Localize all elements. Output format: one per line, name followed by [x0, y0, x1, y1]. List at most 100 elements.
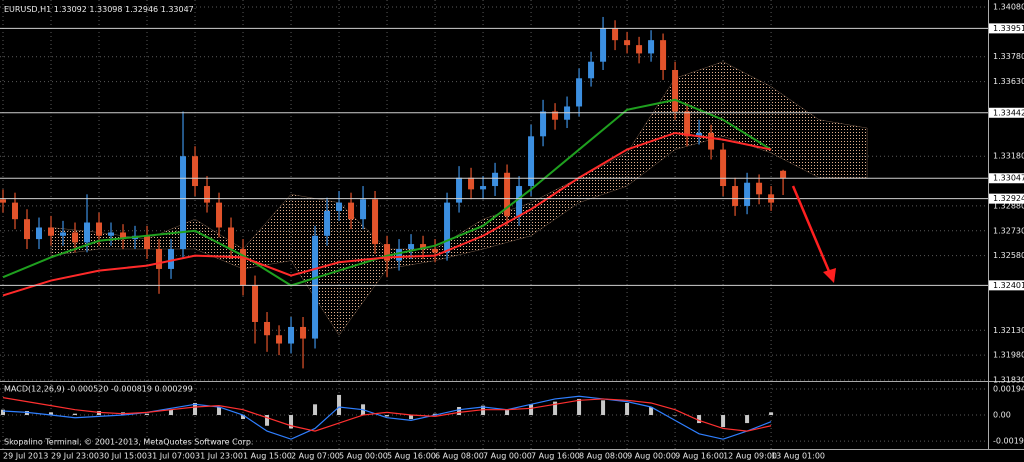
y-tick-label: 1.31830: [993, 376, 1024, 385]
y-tick-label: 1.31980: [993, 351, 1024, 360]
y-tick-label: 1.32130: [993, 326, 1024, 335]
histogram-bar: [265, 415, 270, 426]
histogram-bar: [169, 409, 174, 416]
x-tick-label: 13 Aug 01:00: [771, 452, 825, 461]
candle-body: [300, 326, 307, 339]
candle-body: [144, 235, 151, 250]
candle-body: [540, 111, 547, 137]
x-tick-label: 1 Aug 15:00: [243, 452, 292, 461]
y-tick-label: 0.00194: [993, 385, 1024, 394]
annotation-arrow: [791, 185, 836, 283]
candle-body: [348, 202, 355, 220]
candle-body: [324, 210, 331, 236]
candle-body: [372, 199, 379, 245]
level-label-bg: [989, 23, 1024, 34]
header-low: 1.32946: [125, 5, 158, 14]
candle-body: [288, 326, 295, 344]
candle-body: [708, 132, 715, 150]
y-tick-label: -0.00195: [993, 437, 1024, 446]
candle-body: [492, 172, 499, 187]
candle-body: [612, 28, 619, 41]
x-tick-label: 31 Jul 07:00: [147, 452, 195, 461]
level-label: 1.32401: [993, 281, 1024, 290]
candle-body: [408, 244, 415, 250]
y-tick-label: 1.34080: [993, 3, 1024, 12]
x-tick-label: 6 Aug 08:00: [435, 452, 484, 461]
candle-body: [96, 222, 103, 236]
macd-title: MACD(12,26,9) -0.000520 -0.000819 0.0002…: [4, 385, 193, 394]
histogram-bar: [625, 402, 630, 416]
histogram-bar: [649, 406, 654, 416]
x-tick-label: 31 Jul 23:00: [195, 452, 243, 461]
candle-body: [312, 235, 319, 339]
level-label-bg: [989, 107, 1024, 118]
candle-body: [204, 186, 211, 203]
histogram-bar: [25, 411, 30, 416]
candle-body: [12, 202, 19, 220]
symbol: EURUSD,H1: [4, 5, 51, 14]
candle-body: [588, 61, 595, 79]
candle-body: [696, 132, 703, 137]
candle-body: [444, 202, 451, 253]
x-tick-label: 9 Aug 00:00: [627, 452, 676, 461]
candle-body: [396, 249, 403, 261]
candle-body: [600, 28, 607, 62]
level-label-bg: [989, 173, 1024, 184]
candle-body: [192, 156, 199, 187]
histogram-bar: [97, 411, 102, 416]
candle-body: [480, 186, 487, 190]
histogram-bar: [409, 415, 414, 420]
x-tick-label: 12 Aug 09:00: [723, 452, 777, 461]
histogram-bar: [721, 415, 726, 428]
header-high: 1.33098: [89, 5, 122, 14]
candle-body: [252, 285, 259, 322]
x-tick-label: 7 Aug 16:00: [531, 452, 580, 461]
candle-body: [660, 40, 667, 70]
candle-body: [552, 111, 559, 120]
candle-body: [720, 149, 727, 187]
level-label-bg: [989, 193, 1024, 204]
candle-body: [228, 227, 235, 250]
candle-body: [216, 202, 223, 228]
histogram-bar: [217, 406, 222, 416]
y-tick-label: 1.32730: [993, 226, 1024, 235]
histogram-bar: [337, 394, 342, 416]
histogram-bar: [145, 413, 150, 416]
histogram-bar: [457, 406, 462, 416]
moving-average: [2, 131, 772, 297]
candle-body: [732, 186, 739, 206]
candle-body: [72, 232, 79, 243]
candle-body: [468, 177, 475, 190]
y-tick-label: 1.32880: [993, 201, 1024, 210]
y-tick-label: 1.33780: [993, 52, 1024, 61]
histogram-bar: [1, 409, 6, 416]
level-label: 1.33442: [993, 108, 1024, 117]
x-tick-label: 7 Aug 00:00: [483, 452, 532, 461]
x-tick-label: 9 Aug 16:00: [675, 452, 724, 461]
candle-body: [504, 172, 511, 216]
histogram-bar: [73, 413, 78, 416]
histogram-bar: [553, 401, 558, 416]
candle-body: [648, 40, 655, 54]
x-tick-label: 5 Aug 16:00: [387, 452, 436, 461]
candle-body: [528, 136, 535, 187]
candle-body: [180, 156, 187, 250]
candle-body: [336, 202, 343, 211]
candle-body: [360, 199, 367, 220]
histogram-bar: [481, 405, 486, 416]
x-tick-label: 8 Aug 08:00: [579, 452, 628, 461]
histogram-bar: [505, 409, 510, 416]
y-tick-label: 1.33180: [993, 152, 1024, 161]
x-tick-label: 2 Aug 07:00: [291, 452, 340, 461]
candle-body: [156, 249, 163, 269]
candle-body: [276, 335, 283, 344]
histogram-bar: [601, 400, 606, 416]
level-label-bg: [989, 280, 1024, 291]
candle-body: [60, 232, 67, 236]
histogram-bar: [49, 412, 54, 416]
level-label: 1.32924: [993, 194, 1024, 203]
candle-body: [48, 227, 55, 236]
